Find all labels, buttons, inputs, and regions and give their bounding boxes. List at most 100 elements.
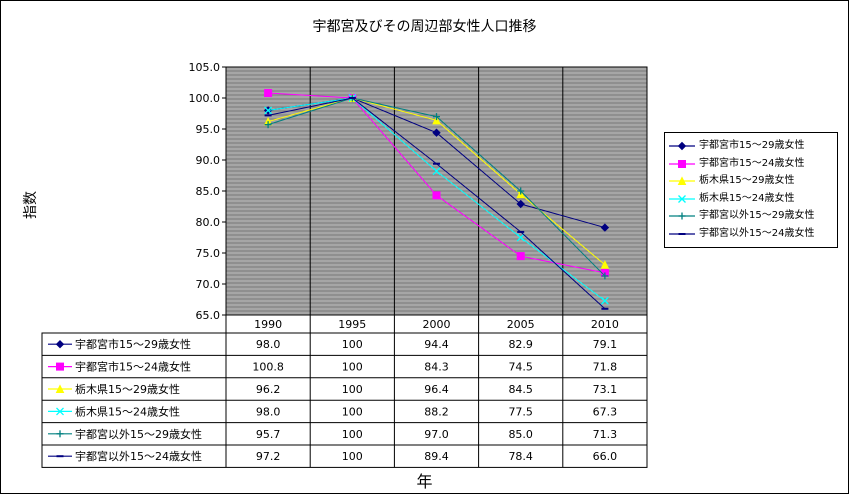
table-cell-value: 67.3 [593,405,618,418]
marker-x [264,106,273,115]
legend-item: 宇都宮市15～29歳女性 [665,138,837,154]
marker-plus [264,121,272,129]
table-row-key [48,430,72,438]
y-tick-label: 105.0 [189,61,221,74]
table-cell-value: 71.3 [593,428,618,441]
table-cell-value: 74.5 [508,361,533,374]
series-4 [264,94,609,305]
table-cell-value: 96.2 [256,383,281,396]
table-series-name: 宇都宮市15～24歳女性 [75,360,191,374]
y-tick-label: 80.0 [196,216,221,229]
table-row-key [48,407,72,416]
table-cell-value: 100 [342,361,363,374]
table-cell-value: 98.0 [256,405,281,418]
legend-key [669,141,695,151]
marker-diamond [432,128,441,137]
table-cell-value: 100 [342,405,363,418]
marker-square [264,89,273,98]
marker-x-stroke [264,106,273,115]
marker-x-stroke [678,194,686,203]
legend: 宇都宮市15～29歳女性 宇都宮市15～24歳女性 栃木県15～29歳女性 栃木県15… [664,132,838,248]
x-tick-label: 2005 [507,318,535,331]
x-tick-label: 1990 [254,318,282,331]
marker-plus [678,212,686,220]
legend-item: 宇都宮以外15～24歳女性 [665,226,837,242]
table-row-key [48,339,72,349]
marker-diamond [677,141,687,151]
data-table: 1990 1995 2000 2005 2010 宇都宮市15～29歳女性 98.0 100 9… [41,315,648,468]
table-cell-value: 100 [342,383,363,396]
marker-plus [56,430,64,438]
y-tick-label: 75.0 [196,247,221,260]
table-cell-value: 78.4 [508,450,533,463]
marker-diamond [516,199,525,209]
table-cell-value: 71.8 [593,361,618,374]
marker-triangle [677,176,687,185]
table-row-key [48,362,72,371]
marker-triangle [55,384,65,393]
table-series-name: 栃木県15～24歳女性 [75,404,180,418]
y-tick-label: 85.0 [196,185,221,198]
marker-diamond [600,223,610,232]
marker-x-stroke [432,167,441,176]
table-cell-value: 100 [342,450,363,463]
x-tick-label: 2010 [591,318,619,331]
marker-square [432,191,441,200]
table-cell-value: 95.7 [256,428,281,441]
marker-plus [601,272,609,280]
marker-x-stroke [600,296,609,305]
marker-x-stroke [56,407,64,416]
table-cell-value: 85.0 [508,428,533,441]
legend-key [669,232,695,235]
y-tick-label: 70.0 [196,278,221,291]
table-cell-value: 77.5 [508,405,533,418]
table-cell-value: 79.1 [593,338,618,351]
marker-x-stroke [516,233,525,242]
legend-key [669,159,695,168]
table-cell-value: 94.4 [424,338,449,351]
y-tick-label: 65.0 [196,309,221,322]
table-series-name: 栃木県15～29歳女性 [75,382,180,396]
marker-x [56,407,64,416]
marker-square [678,159,686,168]
table-cell-value: 73.1 [593,383,618,396]
x-tick-label: 2000 [423,318,451,331]
marker-x [516,233,525,242]
legend-label: 宇都宮市15～24歳女性 [699,157,805,169]
legend-item: 宇都宮市15～24歳女性 [665,156,837,172]
marker-x [432,167,441,176]
legend-key [669,212,695,220]
marker-x [600,296,609,305]
table-row-key [48,384,72,393]
legend-label: 栃木県15～24歳女性 [699,192,795,204]
table-cell-value: 84.3 [424,361,449,374]
y-tick-label: 95.0 [196,123,221,136]
table-cell-value: 82.9 [508,338,533,351]
legend-label: 宇都宮以外15～24歳女性 [699,227,815,239]
marker-square [516,252,525,261]
y-tick-label: 100.0 [189,92,221,105]
table-cell-value: 97.0 [424,428,449,441]
table-cell-value: 96.4 [424,383,449,396]
x-tick-label: 1995 [338,318,366,331]
marker-triangle [432,115,441,125]
legend-key [669,194,695,203]
table-cell-value: 66.0 [593,450,618,463]
series-6 [264,97,609,310]
table-cell-value: 88.2 [424,405,449,418]
legend-label: 宇都宮市15～29歳女性 [699,140,805,151]
table-cell-value: 89.4 [424,450,449,463]
table-cell-value: 100 [342,338,363,351]
table-series-name: 宇都宮以外15～29歳女性 [75,427,202,441]
y-tick-label: 90.0 [196,154,221,167]
table-cell-value: 100 [342,428,363,441]
table-series-name: 宇都宮市15～29歳女性 [75,337,191,351]
legend-label: 栃木県15～29歳女性 [699,175,795,186]
legend-item: 栃木県15～29歳女性 [665,173,837,189]
marker-triangle [600,260,610,269]
plot-layer: 65.0 70.0 75.0 80.0 85.0 90.0 95.0 100.0 105.0 [189,61,648,322]
legend-label: 宇都宮以外15～29歳女性 [699,210,815,221]
table-cell-value: 100.8 [252,361,284,374]
marker-plus [517,187,525,195]
